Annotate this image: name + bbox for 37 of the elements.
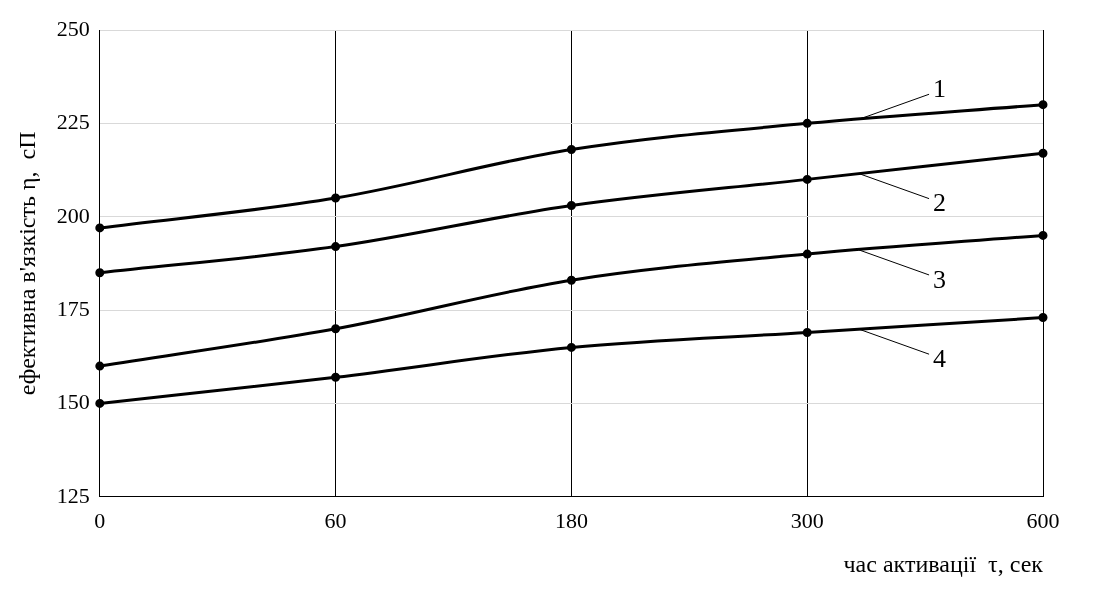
legend-label: 2 [933,188,947,218]
point [802,174,812,184]
point [566,145,576,154]
x-tick-label: 0 [94,507,106,533]
x-tick-label: 600 [1026,507,1060,533]
y-tick-label: 125 [56,482,90,508]
x-tick-label: 180 [554,507,588,533]
point [331,324,341,334]
point [95,223,105,233]
point [566,342,576,352]
point [1038,230,1048,240]
legend-label: 3 [933,264,947,294]
point [95,361,105,371]
point [566,275,576,285]
point [1038,148,1048,158]
y-tick-label: 175 [56,295,90,321]
y-tick-label: 150 [56,389,90,415]
x-tick-label: 300 [790,507,824,533]
y-tick-label: 225 [56,109,90,135]
x-tick-label: 60 [324,507,347,533]
point [802,327,812,337]
point [1038,313,1048,323]
point [95,398,105,408]
point [95,268,105,278]
y-tick-label: 250 [56,15,90,41]
point [566,201,576,211]
point [331,372,341,382]
point [802,249,812,259]
legend-label: 1 [933,74,947,104]
y-axis-title: ефективна в'язкість η, сП [13,131,40,396]
point [331,193,341,203]
x-axis-title: час активації τ, сек [843,550,1044,577]
legend-label: 4 [933,344,947,374]
point [331,242,341,252]
point [802,118,812,128]
y-tick-label: 200 [56,202,90,228]
point [1038,100,1048,110]
